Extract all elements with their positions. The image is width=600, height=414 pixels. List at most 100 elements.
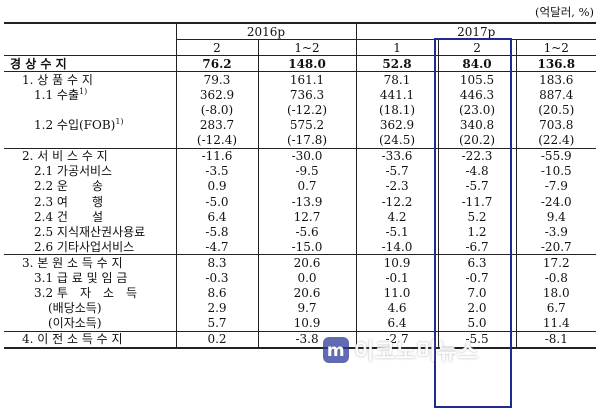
row-label-text: 2.1 가공서비스 — [34, 164, 113, 179]
table-row: 3. 본 원 소 득 수 지 8.3 20.6 10.9 6.3 17.2 — [4, 254, 597, 271]
table-row: 4. 이 전 소 득 수 지 0.2 -3.8 -2.7 -5.5 -8.1 — [4, 330, 597, 349]
row-label: 1.1 수출1) — [4, 87, 176, 102]
table-cell: -12.2 — [355, 194, 439, 210]
table-cell: (22.4) — [515, 132, 597, 149]
table-cell: -2.3 — [355, 178, 439, 195]
table-row: 1.1 수출1) 362.9 736.3 441.1 446.3 887.4 — [4, 87, 597, 103]
row-label: 1.2 수입(FOB)1) — [4, 118, 176, 133]
table-cell: 52.8 — [355, 55, 439, 72]
table-cell: 11.4 — [515, 315, 597, 332]
row-label: 2.5 지식재산권사용료 — [4, 224, 176, 239]
table-cell: 183.6 — [515, 71, 597, 88]
table-cell: 4.2 — [355, 209, 439, 225]
table-cell: 362.9 — [355, 117, 439, 133]
table-cell: -0.7 — [437, 270, 517, 286]
table-cell: 12.7 — [257, 209, 357, 225]
table-cell: -5.7 — [355, 163, 439, 179]
row-label-text: 2.6 기타사업서비스 — [34, 239, 135, 254]
table-cell: 8.6 — [175, 285, 258, 301]
row-label: (배당소득) — [4, 301, 176, 316]
table-cell: 17.2 — [515, 254, 597, 271]
table-cell: -24.0 — [515, 194, 597, 210]
row-label-text: 1. 상 품 수 지 — [22, 72, 93, 87]
table-row: 2.2 운 송 0.9 0.7 -2.3 -5.7 -7.9 — [4, 178, 597, 195]
table-cell: 8.3 — [175, 254, 258, 271]
table-cell: -0.3 — [175, 270, 258, 286]
row-label-text: 4. 이 전 소 득 수 지 — [22, 332, 123, 347]
table-cell: 5.2 — [437, 209, 517, 225]
table-row: 3.1 급 료 및 임 금 -0.3 0.0 -0.1 -0.7 -0.8 — [4, 270, 597, 286]
table-cell: 18.0 — [515, 285, 597, 301]
table-cell: 5.0 — [437, 315, 517, 332]
row-label-text: 1.2 수입(FOB) — [34, 118, 116, 133]
table-cell: 1.2 — [437, 224, 517, 240]
table-cell: 736.3 — [257, 87, 357, 103]
row-label: (이자소득) — [4, 316, 176, 332]
row-label-text: 2.3 여 행 — [34, 194, 103, 209]
row-label — [4, 102, 176, 117]
table-cell: 136.8 — [515, 55, 597, 72]
table-cell: 161.1 — [257, 71, 357, 88]
table-cell: -4.8 — [437, 163, 517, 179]
row-label-text: 3.1 급 료 및 임 금 — [34, 271, 128, 286]
table-cell: -55.9 — [515, 147, 597, 164]
table-cell: -5.6 — [257, 224, 357, 240]
table-cell: -6.7 — [437, 239, 517, 255]
table-cell: -3.8 — [257, 330, 357, 349]
table-cell: (-12.4) — [175, 132, 258, 149]
header-2017-1-2: 1~2 — [515, 39, 597, 56]
table-cell: -9.5 — [257, 163, 357, 179]
table-cell: -3.9 — [515, 224, 597, 240]
table-row: 2.3 여 행 -5.0 -13.9 -12.2 -11.7 -24.0 — [4, 194, 597, 210]
table-cell: (20.5) — [515, 102, 597, 118]
table-cell: 340.8 — [437, 117, 517, 133]
row-label-text: 1.1 수출 — [34, 87, 79, 102]
table-cell: -10.5 — [515, 163, 597, 179]
table-cell: 78.1 — [355, 71, 439, 88]
table-cell: -20.7 — [515, 239, 597, 255]
unit-note: (억달러, %) — [535, 5, 594, 19]
table-cell: 441.1 — [355, 87, 439, 103]
table-cell: 10.9 — [257, 315, 357, 332]
table-row: 2.4 건 설 6.4 12.7 4.2 5.2 9.4 — [4, 209, 597, 225]
table-row: (-12.4) (-17.8) (24.5) (20.2) (22.4) — [4, 132, 597, 149]
table-row: 2.6 기타사업서비스 -4.7 -15.0 -14.0 -6.7 -20.7 — [4, 239, 597, 255]
table-cell: -33.6 — [355, 147, 439, 164]
row-label: 3.2 투 자 소 득 — [4, 286, 176, 301]
row-label-text: 2.4 건 설 — [34, 209, 103, 224]
table-cell: (18.1) — [355, 102, 439, 118]
table-cell: 575.2 — [257, 117, 357, 133]
table-cell: 4.6 — [355, 300, 439, 316]
table-cell: 105.5 — [437, 71, 517, 88]
table-cell: 76.2 — [175, 55, 258, 72]
table-cell: -5.7 — [437, 178, 517, 195]
table-cell: -3.5 — [175, 163, 258, 179]
table-cell: -11.6 — [175, 147, 258, 164]
header-2016-1-2: 1~2 — [257, 39, 357, 56]
row-label-text: (이자소득) — [48, 316, 102, 331]
row-label: 2.4 건 설 — [4, 209, 176, 224]
row-label-text: 2. 서 비 스 수 지 — [22, 149, 108, 164]
table-cell: 20.6 — [257, 254, 357, 271]
table-cell: 446.3 — [437, 87, 517, 103]
row-label-text: 3.2 투 자 소 득 — [34, 286, 138, 301]
table-cell: 2.9 — [175, 300, 258, 316]
table-row: (배당소득) 2.9 9.7 4.6 2.0 6.7 — [4, 300, 597, 316]
table-cell: (-12.2) — [257, 102, 357, 118]
row-label-text: 2.2 운 송 — [34, 179, 103, 194]
row-label: 3.1 급 료 및 임 금 — [4, 271, 176, 286]
table-cell: (-17.8) — [257, 132, 357, 149]
table-cell: 0.0 — [257, 270, 357, 286]
table-cell: -14.0 — [355, 239, 439, 255]
table-cell: -22.3 — [437, 147, 517, 164]
row-label: 2.3 여 행 — [4, 194, 176, 209]
row-label — [4, 133, 176, 149]
table-cell: -7.9 — [515, 178, 597, 195]
table-row: 3.2 투 자 소 득 8.6 20.6 11.0 7.0 18.0 — [4, 285, 597, 301]
table-cell: (-8.0) — [175, 102, 258, 118]
table-cell: -0.1 — [355, 270, 439, 286]
footnote-marker: 1) — [115, 117, 124, 127]
header-blank-2 — [4, 40, 176, 56]
table-cell: 9.4 — [515, 209, 597, 225]
balance-of-payments-table: 2016p 2017p 2 1~2 1 2 1~2 경 상 수 지 76.2 148… — [4, 22, 597, 349]
